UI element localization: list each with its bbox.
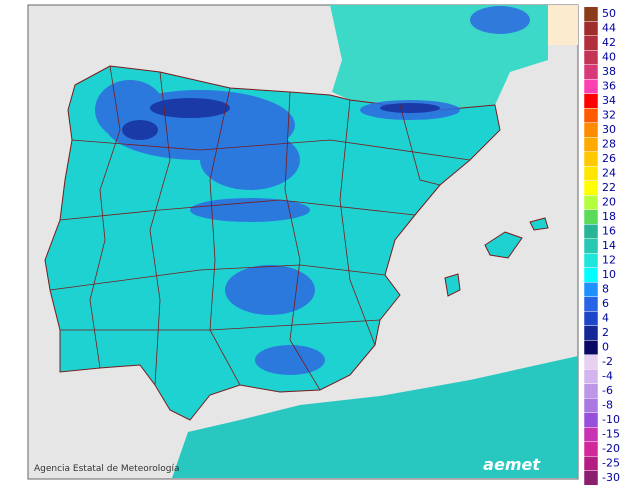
legend-label: 40 [602, 51, 616, 64]
legend-label: 36 [602, 80, 616, 93]
colder-areas [122, 98, 440, 140]
legend-label: -15 [602, 428, 620, 441]
legend-swatch [583, 64, 599, 80]
legend-label: 10 [602, 268, 616, 281]
legend-label: -20 [602, 442, 620, 455]
legend-label: 24 [602, 167, 616, 180]
legend-label: -10 [602, 413, 620, 426]
legend-swatch [583, 470, 599, 486]
legend-swatch [583, 238, 599, 254]
legend-swatch [583, 282, 599, 297]
legend-label: 34 [602, 94, 616, 107]
credit: Agencia Estatal de Meteorología [34, 464, 180, 474]
legend-swatch [583, 224, 599, 239]
legend-swatch [583, 195, 599, 210]
legend-label: -6 [602, 384, 613, 397]
legend-swatch [583, 427, 599, 442]
legend-swatch [583, 108, 599, 123]
legend-swatch [583, 122, 599, 138]
legend-label: -8 [602, 399, 613, 412]
province-borders [49, 65, 471, 391]
legend-label: 18 [602, 210, 616, 223]
legend-label: -30 [602, 471, 620, 484]
legend-swatch [583, 209, 599, 225]
legend-swatch [583, 441, 599, 457]
legend-label: 50 [602, 7, 616, 20]
legend-swatch [583, 166, 599, 181]
legend-label: 12 [602, 254, 616, 267]
legend-swatch [583, 369, 599, 384]
legend-swatch [583, 6, 599, 22]
legend-swatch [583, 79, 599, 94]
legend: 5044424038363432302826242220181614121086… [583, 6, 620, 486]
legend-label: -25 [602, 457, 620, 470]
legend-label: 42 [602, 36, 616, 49]
legend-swatch [583, 354, 599, 370]
legend-swatch [583, 180, 599, 196]
africa [172, 356, 578, 478]
legend-label: 6 [602, 297, 609, 310]
legend-label: 32 [602, 109, 616, 122]
legend-swatch [583, 253, 599, 268]
legend-swatch [583, 296, 599, 312]
balearics [444, 217, 549, 297]
legend-swatch [583, 50, 599, 65]
legend-label: 26 [602, 152, 616, 165]
legend-swatch [583, 21, 599, 36]
legend-label: 22 [602, 181, 616, 194]
legend-swatch [583, 93, 599, 109]
legend-swatch [583, 267, 599, 283]
legend-label: 30 [602, 123, 616, 136]
legend-label: 14 [602, 239, 616, 252]
legend-label: 44 [602, 22, 616, 35]
legend-label: 8 [602, 283, 609, 296]
logo: aemet [483, 455, 541, 474]
legend-swatch [583, 398, 599, 413]
land-patch [548, 5, 578, 45]
legend-swatch [583, 311, 599, 326]
legend-swatch [583, 137, 599, 152]
legend-label: -2 [602, 355, 613, 368]
legend-swatch [583, 383, 599, 399]
map: Agencia Estatal de Meteorología aemet [27, 4, 579, 480]
legend-label: 0 [602, 341, 609, 354]
legend-swatch [583, 340, 599, 355]
legend-label: 28 [602, 138, 616, 151]
legend-label: -4 [602, 370, 613, 383]
legend-swatch [583, 412, 599, 428]
legend-label: 4 [602, 312, 609, 325]
legend-swatch [583, 456, 599, 471]
legend-swatch [583, 151, 599, 167]
legend-swatch [583, 35, 599, 51]
legend-label: 20 [602, 196, 616, 209]
legend-label: 16 [602, 225, 616, 238]
legend-label: 38 [602, 65, 616, 78]
legend-swatch [583, 325, 599, 341]
legend-label: 2 [602, 326, 609, 339]
